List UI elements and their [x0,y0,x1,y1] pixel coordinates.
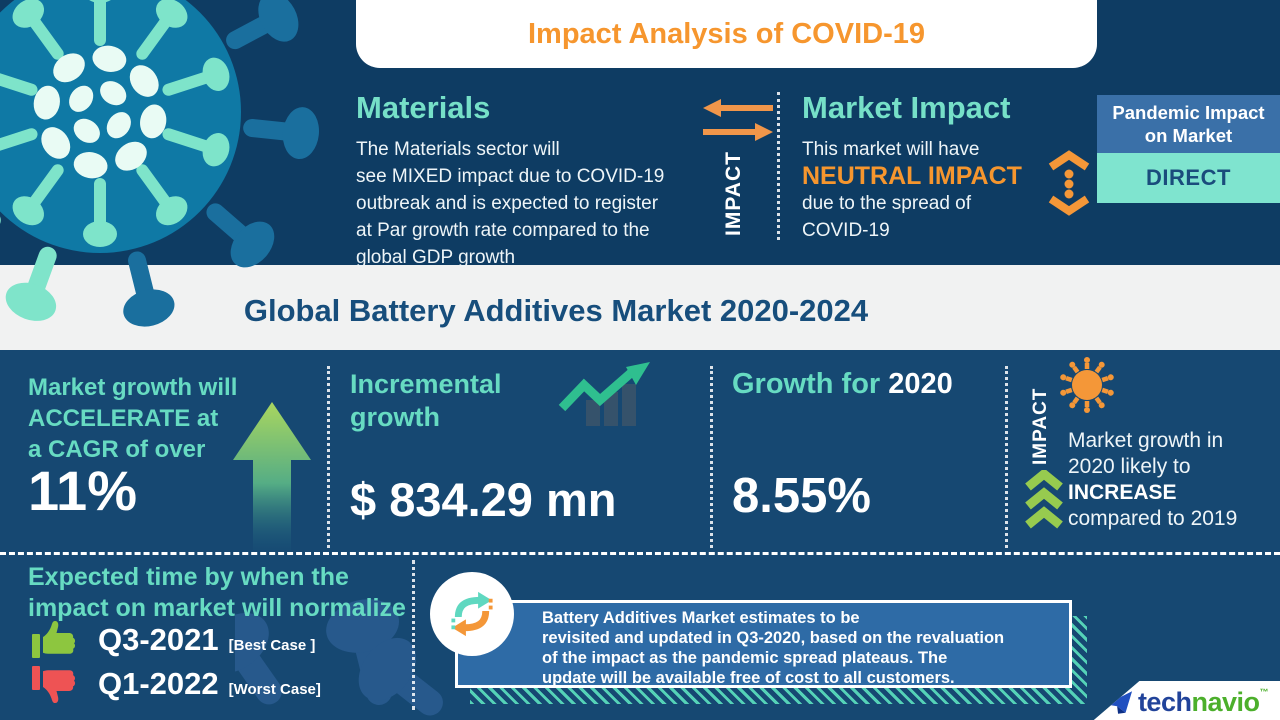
text-line: a CAGR of over [28,436,206,463]
text-line: update will be available free of cost to… [542,669,955,687]
text-line: Incremental [350,369,502,399]
market-impact-title: Market Impact [802,90,1011,125]
banner: Impact Analysis of COVID-19 [356,0,1097,68]
text-line: Battery Additives Market estimates to be [542,609,860,627]
incremental-growth-title: Incremental growth [350,368,502,434]
market-title: Global Battery Additives Market 2020-202… [243,293,869,328]
worst-case-label: [Worst Case] [228,680,321,698]
increase-label: INCREASE [1068,481,1177,504]
left-right-arrows-icon [703,99,773,141]
materials-text: The Materials sector will see MIXED impa… [356,136,664,271]
coronavirus-icon [1060,357,1114,413]
diverge-arrows-icon [1048,150,1090,216]
impact-vertical-label: IMPACT [722,151,745,236]
text-line: see MIXED impact due to COVID-19 [356,166,665,187]
dashed-divider [0,552,1280,555]
text-line: The Materials sector will [356,139,560,160]
text-line: 2020 likely to [1068,455,1191,478]
growth-year: 2020 [888,368,953,400]
materials-title: Materials [356,90,491,125]
pandemic-impact-label: Pandemic Impact on Market [1097,95,1280,153]
text-line: global GDP growth [356,247,516,268]
best-case-quarter: Q3-2021 [98,622,219,657]
trend-line-icon [558,362,650,426]
text-line: growth [350,402,440,432]
worst-case-quarter: Q1-2022 [98,666,219,701]
refresh-icon [451,591,493,637]
logo-navio: navio [1191,686,1260,717]
text-line: revisited and updated in Q3-2020, based … [542,629,1005,647]
incremental-growth-value: $ 834.29 mn [350,473,617,526]
growth-2020-label: Growth for 2020 [732,368,953,401]
text-line: Expected time by when the [28,563,349,591]
text-line: on Market [1144,125,1233,146]
coronavirus-illustration-icon [0,0,319,327]
title-band [0,265,1280,350]
cagr-value: 11% [28,459,137,522]
best-case-label: [Best Case ] [228,636,316,654]
market-impact-section: Market Impact This market will have NEUT… [802,90,1062,244]
best-case-row: Q3-2021 [Best Case ] [30,620,315,660]
up-arrow-icon [233,402,311,550]
logo-tm: ™ [1259,686,1269,697]
stats-section: Market growth will ACCELERATE at a CAGR … [0,350,1280,720]
cagr-statement: Market growth will ACCELERATE at a CAGR … [28,372,237,465]
triple-chevron-up-icon [1025,470,1063,529]
dotted-divider [327,366,330,548]
market-impact-text: This market will have NEUTRAL IMPACT due… [802,136,1062,244]
dotted-divider [710,366,713,548]
text-line: of the impact as the pandemic spread pla… [542,649,948,667]
text-line: ACCELERATE at [28,405,219,432]
dotted-divider [1005,366,1008,548]
text-line: Market growth in [1068,429,1224,452]
text-line: This market will have [802,139,980,160]
coronavirus-silhouette-icon [235,599,443,716]
thumbs-down-icon [32,666,76,704]
materials-section: Materials The Materials sector will see … [356,90,664,271]
text-line: Growth for [732,368,881,400]
refresh-badge [430,572,514,656]
impact-vertical-label: IMPACT [1030,387,1051,465]
text-line: impact on market will normalize [28,594,406,622]
text-line: Pandemic Impact [1112,102,1265,123]
thumbs-up-icon [32,620,76,658]
text-line: due to the spread of [802,193,972,214]
normalize-title: Expected time by when the impact on mark… [28,562,406,624]
pandemic-impact-panel: Pandemic Impact on Market DIRECT [1097,95,1280,203]
text-line: outbreak and is expected to register [356,193,659,214]
text-line: COVID-19 [802,220,890,241]
impact-2020-text: Market growth in 2020 likely to INCREASE… [1068,428,1237,532]
text-line: at Par growth rate compared to the [356,220,650,241]
technavio-arrow-icon [1105,690,1133,714]
text-line: Market growth will [28,374,238,401]
update-note: Battery Additives Market estimates to be… [455,600,1072,688]
dotted-divider [777,92,780,240]
dotted-divider [412,560,415,710]
technavio-logo: technavio™ [1093,680,1280,720]
pandemic-impact-value: DIRECT [1097,153,1280,203]
logo-text: technavio™ [1137,686,1269,718]
neutral-impact-label: NEUTRAL IMPACT [802,162,1022,190]
text-line: compared to 2019 [1068,507,1238,530]
logo-tech: tech [1137,686,1192,717]
growth-2020-value: 8.55% [732,469,871,523]
worst-case-row: Q1-2022 [Worst Case] [30,664,321,704]
banner-title: Impact Analysis of COVID-19 [528,17,925,50]
